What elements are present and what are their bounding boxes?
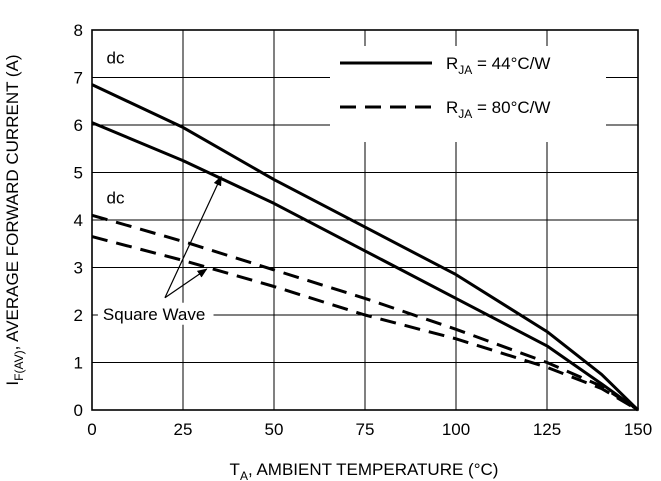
annotation-bg <box>101 46 131 69</box>
annotation-2: dc <box>107 188 125 207</box>
y-axis-label: IF(AV), AVERAGE FORWARD CURRENT (A) <box>3 54 26 385</box>
x-tick-label: 0 <box>87 420 96 439</box>
legend-box <box>330 46 606 142</box>
series-solid-2 <box>91 121 639 412</box>
annotation-bg <box>97 302 214 325</box>
legend: RJA = 44°C/W RJA = 80°C/W <box>330 46 606 142</box>
x-tick-label: 75 <box>356 420 375 439</box>
y-tick-label: 3 <box>74 259 83 278</box>
y-tick-label: 2 <box>74 306 83 325</box>
y-tick-label: 8 <box>74 21 83 40</box>
y-tick-label: 4 <box>74 211 83 230</box>
y-tick-label: 1 <box>74 354 83 373</box>
series-dashed-3 <box>91 213 639 412</box>
annotation-3: Square Wave <box>103 305 205 324</box>
tick-labels: 0 25 50 75 100 125 150 0 1 2 3 4 5 6 7 8 <box>74 21 653 439</box>
y-tick-label: 0 <box>74 401 83 420</box>
series-solid-1 <box>91 83 640 412</box>
y-tick-label: 6 <box>74 116 83 135</box>
annotation-arrow-2 <box>164 268 208 299</box>
series-layer <box>91 83 640 412</box>
x-tick-label: 125 <box>533 420 561 439</box>
plot-frame <box>91 29 639 411</box>
x-axis-label: TA, AMBIENT TEMPERATURE (°C) <box>230 460 499 481</box>
annotations: dc dc Square Wave <box>97 46 222 325</box>
y-tick-label: 5 <box>74 164 83 183</box>
legend-label: RJA = 44°C/W <box>446 54 550 77</box>
y-tick-label: 7 <box>74 69 83 88</box>
x-tick-label: 50 <box>265 420 284 439</box>
x-tick-label: 150 <box>624 420 652 439</box>
annotation-1: dc <box>107 48 125 67</box>
annotation-bg <box>101 186 131 209</box>
annotation-arrow-1 <box>164 175 222 299</box>
series-dashed-4 <box>91 235 639 412</box>
x-tick-label: 25 <box>174 420 193 439</box>
x-tick-label: 100 <box>442 420 470 439</box>
legend-label: RJA = 80°C/W <box>446 98 550 121</box>
